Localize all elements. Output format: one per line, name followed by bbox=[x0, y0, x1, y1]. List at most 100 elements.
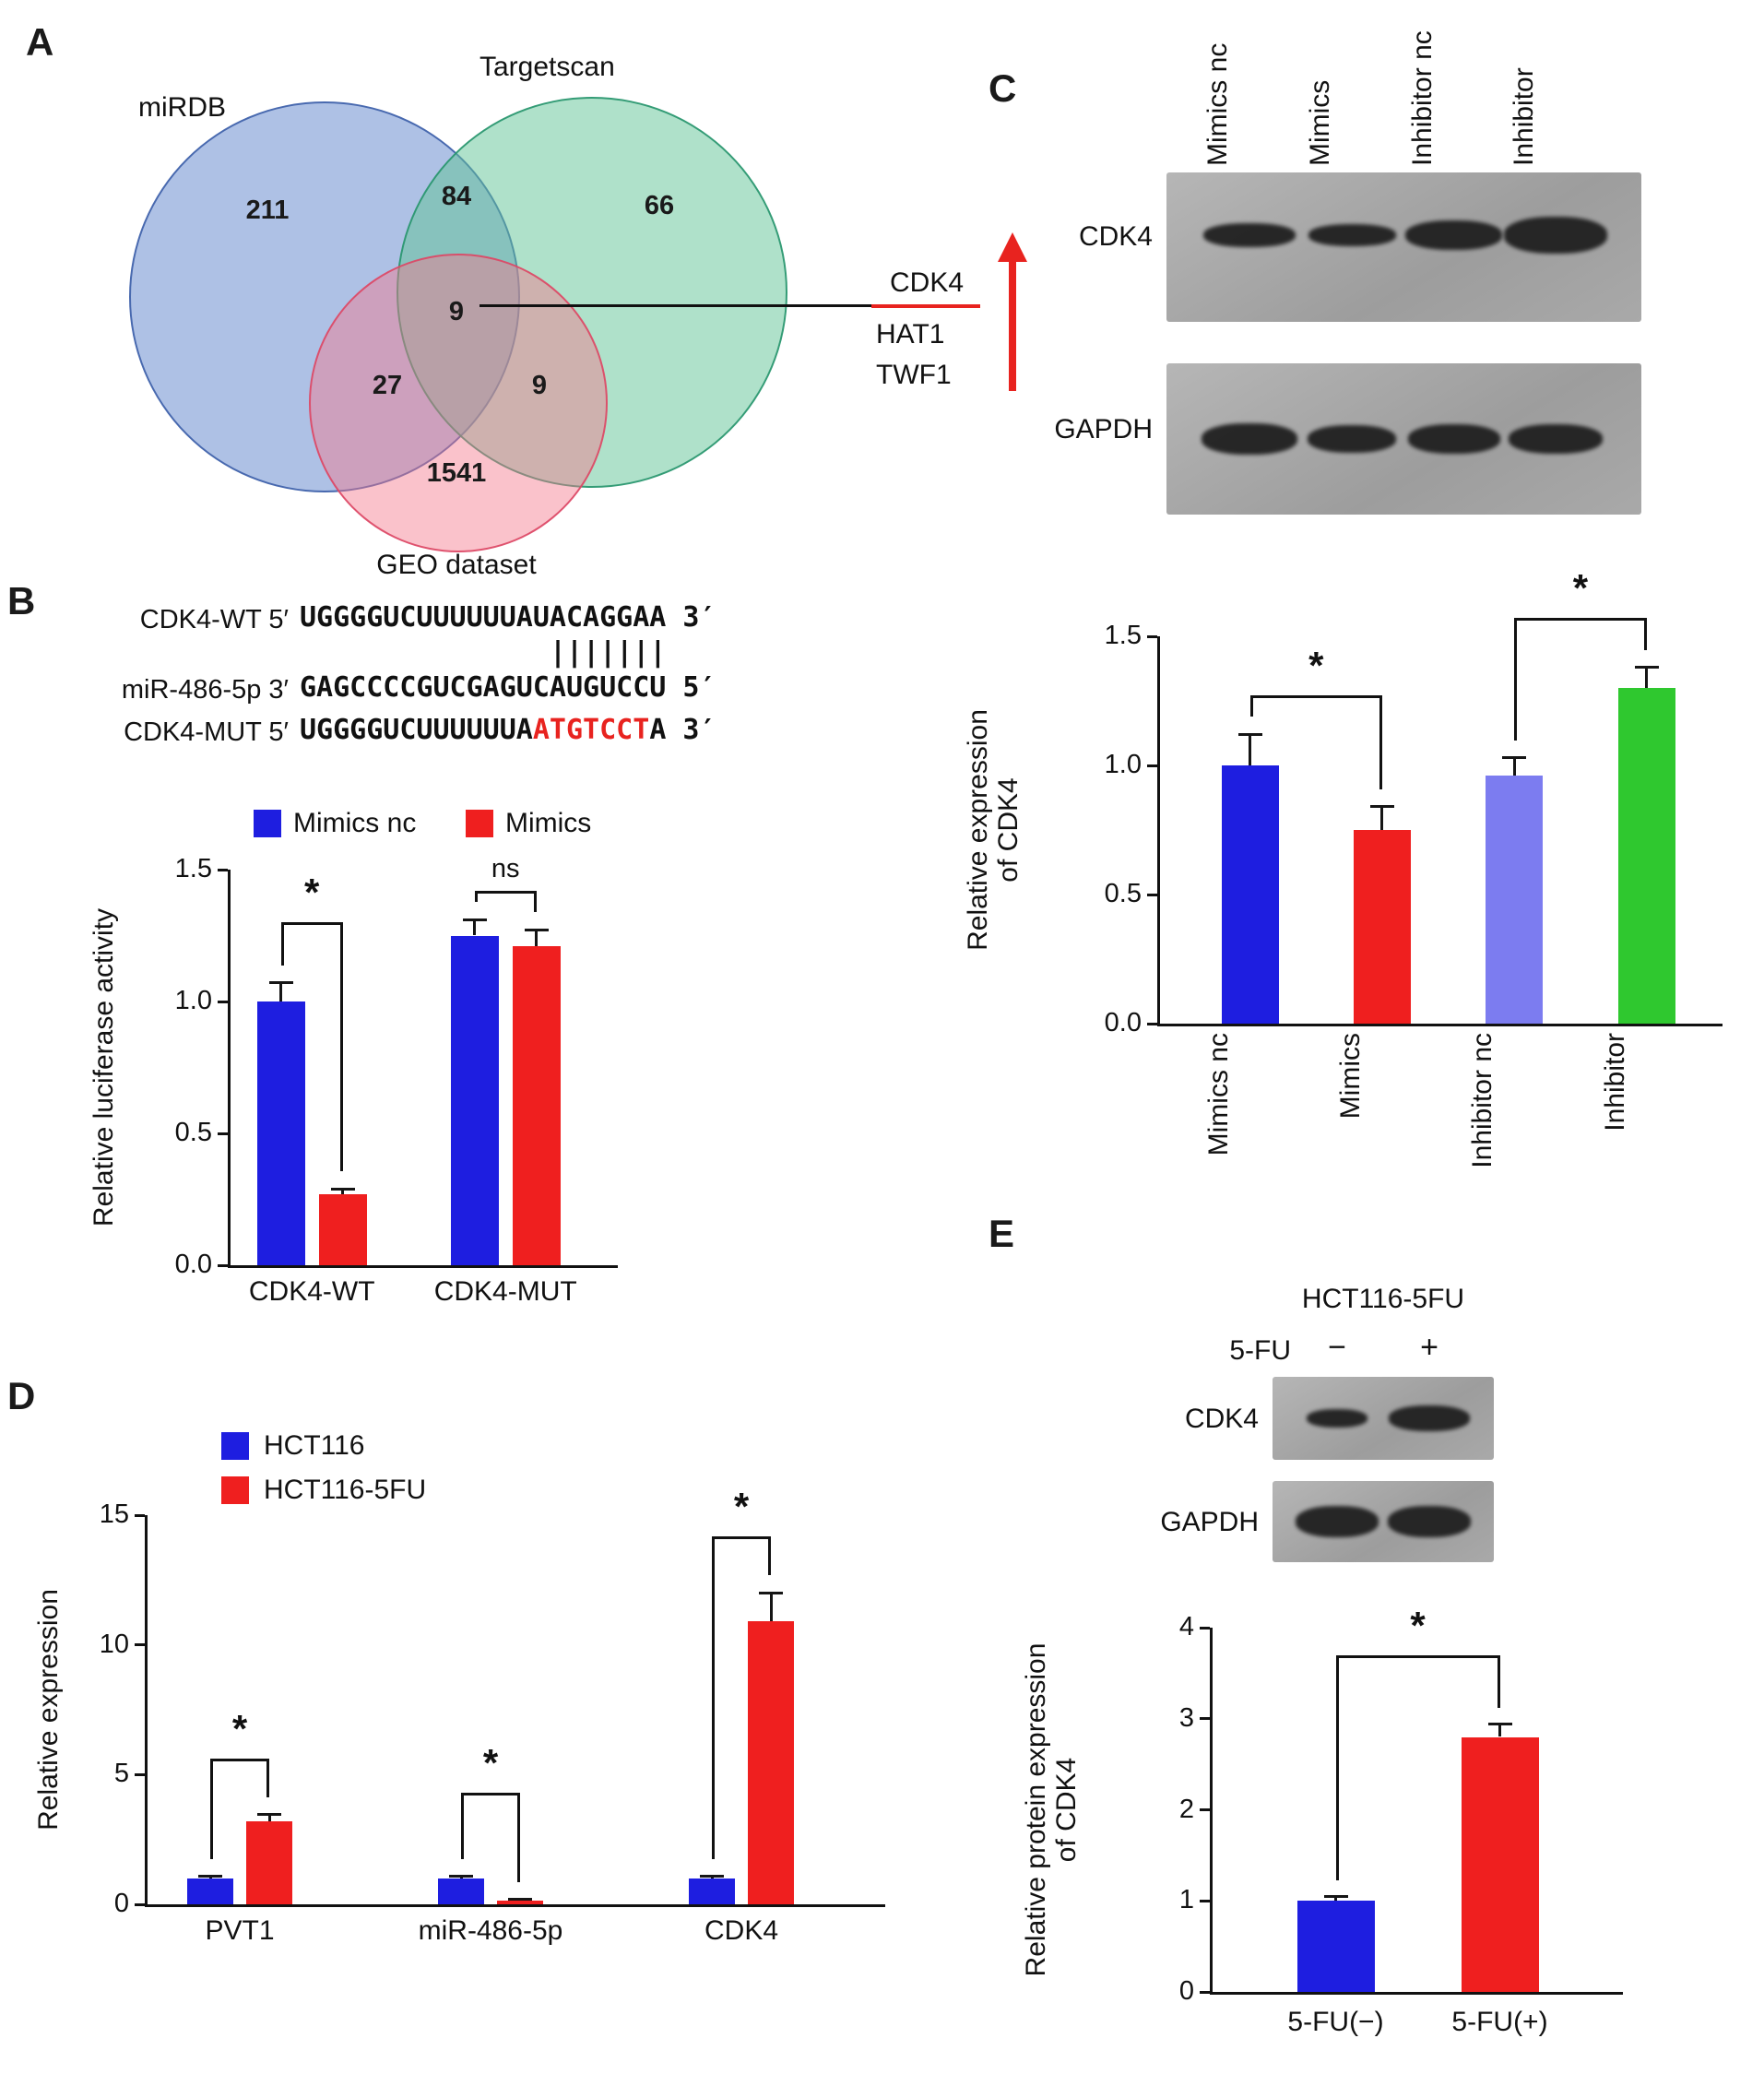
western-blot-e-gapdh bbox=[1273, 1481, 1494, 1562]
x-axis bbox=[1210, 1992, 1623, 1995]
error-bar bbox=[1498, 1724, 1501, 1737]
error-bar-cap bbox=[198, 1875, 222, 1878]
callout-gene-twf1: TWF1 bbox=[876, 360, 952, 390]
seq-wt: UGGGGUCUUUUUUAUACAGGAA 3′ bbox=[300, 601, 716, 634]
venn-set-label-mirdb: miRDB bbox=[138, 92, 226, 123]
error-bar-cap bbox=[1369, 805, 1394, 809]
error-bar bbox=[473, 919, 477, 936]
sig-bracket-line bbox=[1514, 618, 1647, 622]
x-category-label-rotated: Mimics bbox=[1334, 1033, 1366, 1120]
seq-mir: GAGCCCCGUCGAGUCAUGUCCU 5′ bbox=[300, 671, 716, 704]
bar bbox=[1353, 830, 1411, 1024]
blot-band bbox=[1202, 423, 1297, 455]
y-tick bbox=[1200, 1990, 1210, 1994]
callout-gene-cdk4: CDK4 bbox=[889, 267, 965, 298]
error-bar-cap bbox=[462, 918, 487, 921]
y-tick-label: 0.0 bbox=[1104, 1008, 1142, 1037]
sig-bracket-leg bbox=[266, 1759, 269, 1797]
panel-label-d: D bbox=[7, 1374, 36, 1417]
y-tick bbox=[1147, 764, 1157, 767]
sig-bracket-leg bbox=[517, 1793, 520, 1882]
sig-bracket-leg bbox=[474, 890, 478, 903]
seq-mir-label: miR-486-5p 3′ bbox=[121, 675, 289, 705]
up-arrow-icon bbox=[998, 232, 1027, 391]
y-tick bbox=[1147, 1022, 1157, 1025]
sig-bracket-leg bbox=[1379, 695, 1382, 789]
y-axis bbox=[1210, 1628, 1213, 1995]
x-category-label-rotated: Inhibitor nc bbox=[1467, 1033, 1498, 1168]
error-bar-cap bbox=[759, 1591, 783, 1594]
y-tick-label: 0 bbox=[1178, 1976, 1194, 2006]
bar bbox=[187, 1878, 233, 1904]
chart-e-protein-expression: 0 1 2 3 4 * 5-FU(−) 5-FU(+) bbox=[1179, 1604, 1623, 2037]
error-bar-cap bbox=[1502, 756, 1527, 760]
sig-bracket-leg bbox=[1514, 618, 1518, 741]
y-tick bbox=[1200, 1717, 1210, 1721]
sig-bracket-leg bbox=[1249, 695, 1253, 717]
venn-count-targetscan-geo: 9 bbox=[531, 371, 548, 400]
y-tick bbox=[135, 1513, 145, 1517]
y-tick-label: 0.5 bbox=[174, 1118, 212, 1147]
error-bar-cap bbox=[508, 1898, 532, 1902]
sig-bracket-line bbox=[210, 1759, 269, 1762]
bar bbox=[438, 1878, 484, 1904]
venn-set-label-geo: GEO dataset bbox=[376, 550, 537, 580]
blot-e-row-label-cdk4: CDK4 bbox=[1184, 1404, 1259, 1434]
bar bbox=[450, 935, 499, 1265]
y-tick bbox=[1147, 893, 1157, 896]
sig-bracket-line bbox=[1335, 1654, 1500, 1658]
lane-label-inhibitor-nc: Inhibitor nc bbox=[1407, 30, 1438, 166]
error-bar bbox=[341, 1189, 345, 1194]
y-tick bbox=[1200, 1899, 1210, 1902]
blot-band bbox=[1389, 1405, 1470, 1431]
y-tick-label: 1 bbox=[1178, 1885, 1194, 1915]
y-axis bbox=[1157, 636, 1160, 1026]
sig-bracket-leg bbox=[1335, 1654, 1339, 1880]
y-axis bbox=[145, 1515, 148, 1907]
y-tick bbox=[1200, 1808, 1210, 1811]
chart-b-y-axis-label: Relative luciferase activity bbox=[89, 907, 119, 1227]
chart-d-relative-expression: 0 5 10 15 * * * PVT1 miR-486-5p CDK4 bbox=[100, 1485, 885, 1946]
sig-bracket-leg bbox=[210, 1759, 213, 1859]
bar bbox=[1461, 1736, 1539, 1992]
x-group-label: miR-486-5p bbox=[418, 1915, 563, 1946]
chart-e-y-axis-label: Relative protein expression of CDK4 bbox=[1021, 1628, 1083, 1992]
error-bar-cap bbox=[268, 981, 293, 985]
seq-mut-label: CDK4-MUT 5′ bbox=[124, 717, 289, 747]
bar bbox=[512, 945, 561, 1265]
sig-bracket-leg bbox=[1643, 618, 1647, 650]
bar bbox=[748, 1621, 794, 1904]
y-tick bbox=[218, 1263, 228, 1267]
y-tick-label: 5 bbox=[113, 1759, 129, 1789]
blot-band bbox=[1504, 217, 1607, 254]
sig-label: * bbox=[1572, 566, 1589, 610]
y-tick bbox=[135, 1643, 145, 1647]
y-tick bbox=[218, 1132, 228, 1135]
y-tick-label: 3 bbox=[1178, 1702, 1194, 1733]
bar bbox=[497, 1900, 543, 1904]
sig-bracket-leg bbox=[280, 922, 284, 966]
sig-bracket-leg bbox=[339, 922, 343, 1171]
y-tick-label: 0.5 bbox=[1104, 879, 1142, 908]
sig-bracket-line bbox=[474, 890, 537, 894]
venn-count-mirdb-only: 211 bbox=[245, 196, 290, 225]
legend-swatch-mimics bbox=[466, 810, 493, 837]
western-blot-cdk4 bbox=[1166, 172, 1641, 322]
sig-bracket-line bbox=[461, 1793, 520, 1796]
y-tick-label: 10 bbox=[99, 1629, 129, 1659]
sig-label: * bbox=[304, 871, 320, 915]
legend-swatch-hct116-5fu bbox=[221, 1476, 249, 1504]
panel-label-b: B bbox=[7, 579, 36, 622]
bar bbox=[1486, 776, 1544, 1024]
blot-band bbox=[1388, 1506, 1471, 1537]
x-axis bbox=[228, 1265, 618, 1268]
error-bar-cap bbox=[700, 1875, 724, 1878]
chart-c-cdk4-expression: 0.0 0.5 1.0 1.5 * * Mimics nc Mimics Inhibitor n… bbox=[1105, 566, 1723, 1168]
error-bar bbox=[267, 1814, 271, 1821]
bar bbox=[1617, 688, 1675, 1024]
venn-count-mirdb-geo: 27 bbox=[372, 371, 403, 400]
y-tick-label: 1.5 bbox=[174, 854, 212, 883]
blot-band bbox=[1308, 224, 1396, 246]
western-blot-e-cdk4 bbox=[1273, 1377, 1494, 1460]
y-tick bbox=[135, 1772, 145, 1776]
